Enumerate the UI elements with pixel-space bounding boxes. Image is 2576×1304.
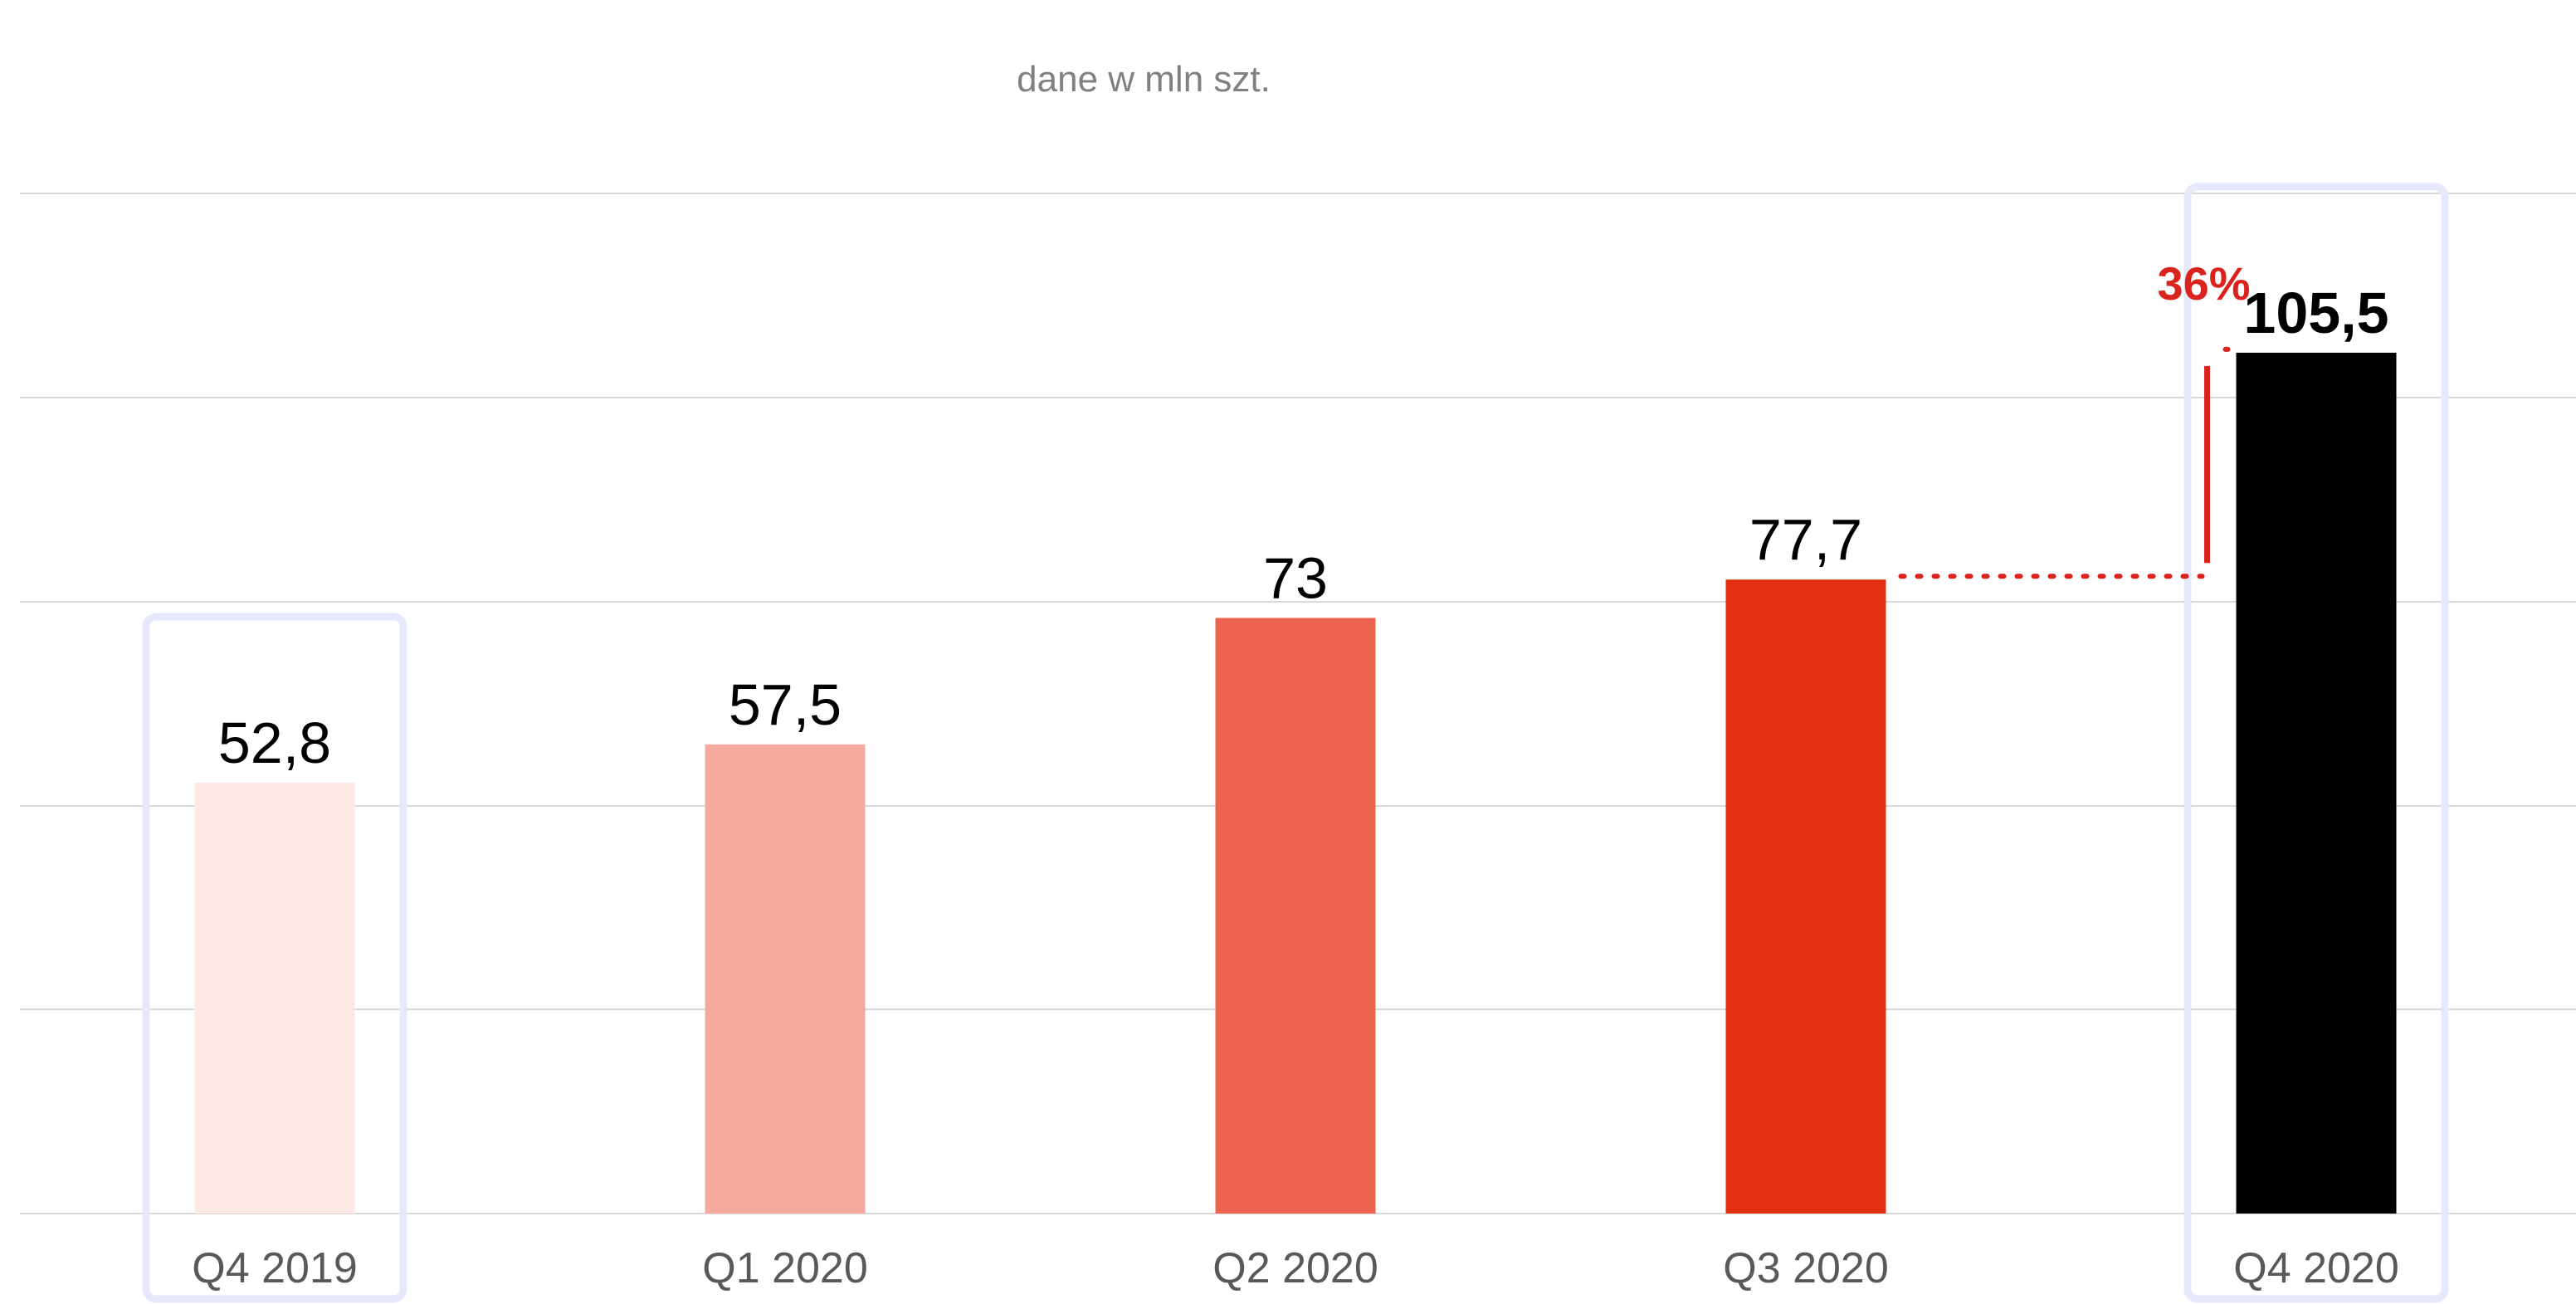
highlight-frames <box>142 183 2449 1303</box>
bar-value-label: 57,5 <box>729 672 842 737</box>
x-tick-label: Q1 2020 <box>702 1244 868 1292</box>
bar <box>194 782 355 1214</box>
x-axis-tick-labels: Q4 2019 Q1 2020 Q2 2020 Q3 2020 Q4 2020 <box>192 1244 2399 1292</box>
x-tick-label: Q3 2020 <box>1723 1244 1889 1292</box>
x-tick-label: Q2 2020 <box>1212 1244 1378 1292</box>
bar-value-label: 73 <box>1263 545 1328 610</box>
bar-value-label: 77,7 <box>1749 507 1862 572</box>
bar <box>1725 579 1886 1214</box>
bar-value-label: 105,5 <box>2243 281 2388 345</box>
highlight-frame <box>2183 183 2449 1303</box>
highlight-frame <box>142 613 407 1303</box>
bar <box>1215 618 1376 1214</box>
bar <box>2236 352 2397 1214</box>
growth-percentage-label: 36% <box>2157 257 2250 310</box>
x-tick-label: Q4 2019 <box>192 1244 358 1292</box>
bar <box>705 744 866 1214</box>
value-labels: 52,8 57,5 73 77,7 105,5 <box>218 281 2389 775</box>
growth-annotation: 36% <box>1898 257 2251 579</box>
bars <box>194 352 2397 1214</box>
bar-value-label: 52,8 <box>218 711 331 775</box>
x-tick-label: Q4 2020 <box>2233 1244 2399 1292</box>
chart-subtitle: dane w mln szt. <box>1017 59 1271 100</box>
